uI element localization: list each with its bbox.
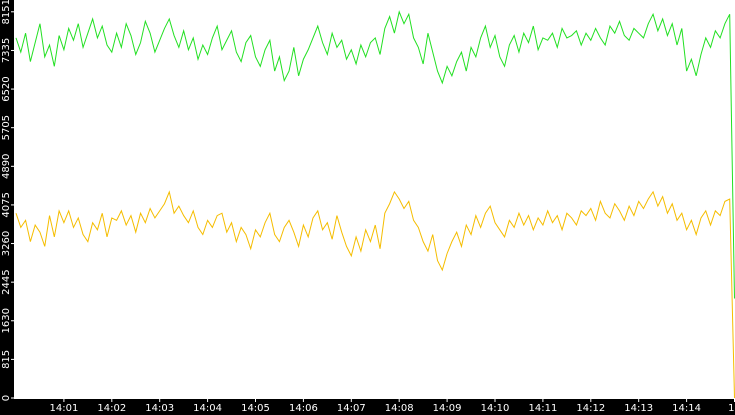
x-tick-label: 14:07 [337, 403, 366, 414]
x-tick-label: 14:09 [433, 403, 462, 414]
y-tick-label: 4890 [1, 154, 12, 179]
series-line [15, 10, 735, 299]
x-tick-label: 14:03 [145, 403, 174, 414]
x-tick-label: 14 [728, 403, 735, 414]
y-tick-label: 7335 [1, 38, 12, 63]
x-tick-label: 14:13 [624, 403, 653, 414]
y-tick-label: 815 [1, 350, 12, 369]
x-tick-label: 14:02 [97, 403, 126, 414]
x-axis-band [0, 399, 735, 415]
x-tick-label: 14:06 [289, 403, 318, 414]
y-tick-label: 3260 [1, 231, 12, 256]
x-tick-label: 14:12 [576, 403, 605, 414]
y-tick-label: 1630 [1, 308, 12, 333]
x-tick-label: 14:08 [385, 403, 414, 414]
x-tick-label: 14:01 [49, 403, 78, 414]
x-tick-label: 14:11 [528, 403, 557, 414]
x-tick-label: 14:05 [241, 403, 270, 414]
y-axis-band [0, 0, 14, 415]
series-line [15, 190, 735, 399]
y-tick-label: 2445 [1, 269, 12, 294]
y-tick-label: 5705 [1, 115, 12, 140]
x-tick-label: 14:04 [193, 403, 222, 414]
x-tick-label: 14:10 [481, 403, 510, 414]
y-tick-label: 4075 [1, 192, 12, 217]
y-tick-label: 8151 [1, 0, 12, 25]
y-tick-label: 0 [1, 395, 12, 401]
y-tick-label: 6520 [1, 76, 12, 101]
x-tick-label: 14:14 [672, 403, 701, 414]
